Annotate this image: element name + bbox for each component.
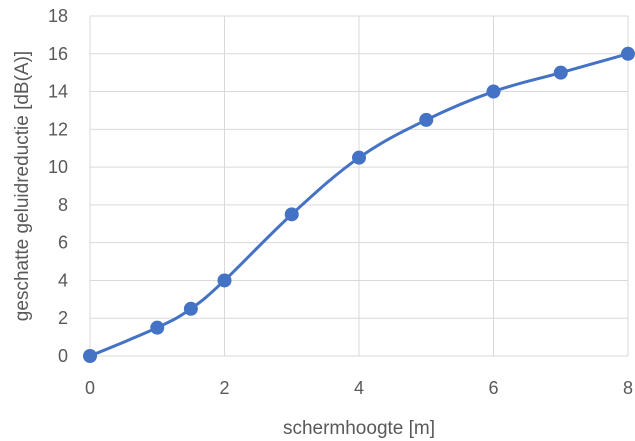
data-point-marker xyxy=(83,349,97,363)
data-point-marker xyxy=(183,301,198,316)
y-axis-title: geschatte geluidreductie [dB(A)] xyxy=(12,51,33,321)
data-point-marker xyxy=(486,84,501,99)
y-tick-label: 6 xyxy=(58,233,68,253)
x-axis-title: schermhoogte [m] xyxy=(283,418,435,439)
x-tick-label: 6 xyxy=(488,378,498,398)
data-point-marker xyxy=(284,207,299,222)
tick-labels: 0 2 4 6 8 10 12 14 16 18 0 2 4 6 8 xyxy=(48,6,633,398)
series-layer xyxy=(83,46,635,363)
data-point-marker xyxy=(217,273,232,288)
data-point-marker xyxy=(419,112,434,127)
data-point-marker xyxy=(553,65,568,80)
y-tick-label: 12 xyxy=(48,119,68,139)
series-line xyxy=(88,52,630,358)
data-point-marker xyxy=(150,320,165,335)
y-tick-label: 0 xyxy=(58,346,68,366)
data-point-marker xyxy=(621,46,635,61)
x-tick-label: 2 xyxy=(219,378,229,398)
y-tick-label: 16 xyxy=(48,44,68,64)
x-tick-label: 0 xyxy=(85,378,95,398)
data-point-marker xyxy=(352,150,366,165)
y-tick-label: 18 xyxy=(48,6,68,26)
x-tick-label: 8 xyxy=(623,378,633,398)
y-tick-label: 10 xyxy=(48,157,68,177)
y-tick-label: 8 xyxy=(58,195,68,215)
y-tick-label: 14 xyxy=(48,82,68,102)
y-tick-label: 4 xyxy=(58,270,68,290)
y-tick-label: 2 xyxy=(58,308,68,328)
grid xyxy=(89,15,629,357)
x-tick-label: 4 xyxy=(354,378,364,398)
